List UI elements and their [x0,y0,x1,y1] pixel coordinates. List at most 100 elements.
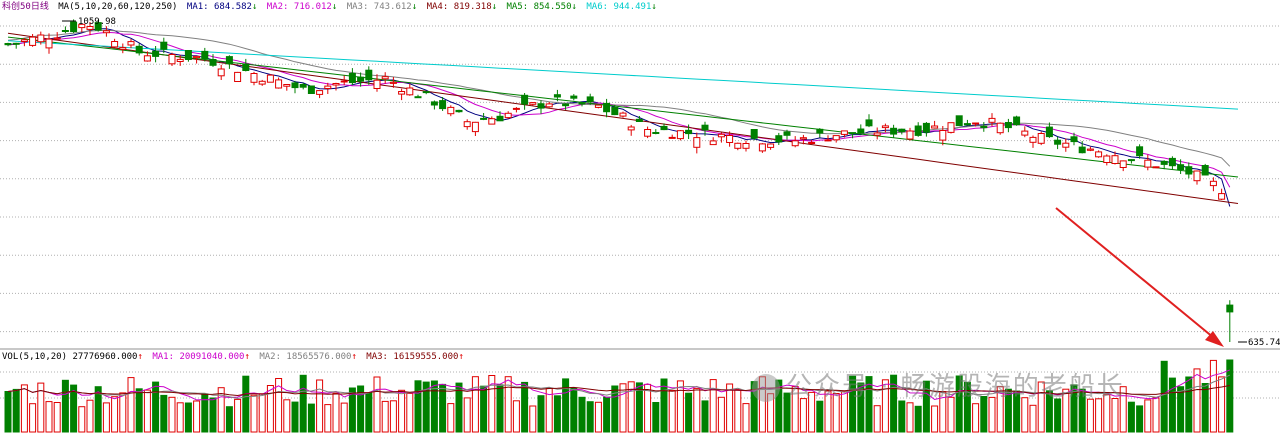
candle-body [1177,164,1185,171]
volume-bar [430,380,438,433]
volume-bar [414,380,422,433]
candle-body [242,63,250,71]
candle-body [594,104,602,108]
candle-body [709,140,717,146]
candle-body [299,84,307,88]
volume-bar [644,383,652,433]
candle-body [1119,160,1127,168]
volume-bar [127,377,135,433]
candle-body [176,58,184,63]
high-label: 1059.98 [78,17,116,27]
candle-body [70,21,78,33]
candle-body [201,50,209,60]
volume-bar [898,400,906,433]
candle-body [471,121,479,133]
candle-body [127,41,135,46]
candle-body [365,69,373,81]
candle-body [406,87,414,96]
volume-bar [972,403,980,433]
volume-bar [86,399,94,433]
volume-bar [857,382,865,433]
trend-arrow-head [1205,331,1224,347]
volume-bar [283,399,291,433]
volume-bar [1037,381,1045,433]
trend-arrow-line [1055,207,1215,339]
candle-body [78,23,86,29]
candle-body [512,107,520,110]
candle-body [332,83,340,86]
volume-bars [4,359,1234,433]
candle-body [143,55,151,62]
candle-body [570,95,578,99]
candle-body [1037,133,1045,144]
candle-body [209,59,217,66]
candle-body [603,102,611,113]
volume-bar [324,404,332,433]
candle-body [102,30,110,34]
volume-bar [1127,401,1135,433]
volume-bar [332,392,340,433]
volume-bar [291,401,299,433]
candle-body [619,112,627,117]
candle-body [717,133,725,138]
volume-bar [78,406,86,433]
candle-body [1078,146,1086,154]
candle-body [586,96,594,103]
candle-body [898,128,906,133]
volume-bar [176,402,184,433]
volume-bar [914,405,922,433]
candle-body [266,74,274,83]
candle-body [234,71,242,83]
candle-body [168,54,176,65]
volume-bar [365,392,373,433]
candle-body [701,124,709,131]
candle-body [414,96,422,99]
candle-body [4,43,12,46]
candle-body [865,119,873,127]
volume-bar [488,375,496,433]
candle-body [381,76,389,80]
candle-body [1193,170,1201,182]
candle-body [947,122,955,133]
volume-bar [61,379,69,433]
volume-bar [160,394,168,433]
candle-body [1160,160,1168,165]
vol-ma1-readout: MA1: 20091040.000↑ [152,352,250,362]
volume-bar [381,400,389,433]
volume-bar [389,400,397,433]
candle-body [1144,159,1152,168]
candle-body [553,94,561,98]
volume-bar [890,374,898,433]
ma4-readout: MA4: 819.318↓ [426,2,498,12]
candle-body [29,36,37,46]
volume-bar [307,403,315,433]
volume-bar [726,383,734,433]
candle-body [496,115,504,122]
candle-body [480,117,488,120]
volume-bar [102,402,110,433]
candle-body [857,128,865,134]
candle-body [307,85,315,94]
candle-body [988,117,996,123]
candle-body [373,79,381,89]
candle-body [726,135,734,143]
candle-body [578,102,586,105]
volume-bar [832,393,840,433]
candle-body [37,34,45,43]
volume-bar [398,389,406,433]
volume-bar [611,385,619,433]
candle-body [799,137,807,140]
volume-bar [873,405,881,433]
candle-body [996,122,1004,134]
volume-header: VOL(5,10,20) 27776960.000↑ MA1: 20091040… [2,351,468,363]
volume-bar [1070,384,1078,433]
candle-body [840,130,848,135]
volume-bar [455,382,463,433]
volume-bar [537,395,545,433]
volume-bar [980,396,988,433]
candle-body [676,130,684,140]
candle-body [922,122,930,133]
candle-body [1029,136,1037,143]
candle-body [1045,126,1053,138]
candle-body [357,76,365,82]
